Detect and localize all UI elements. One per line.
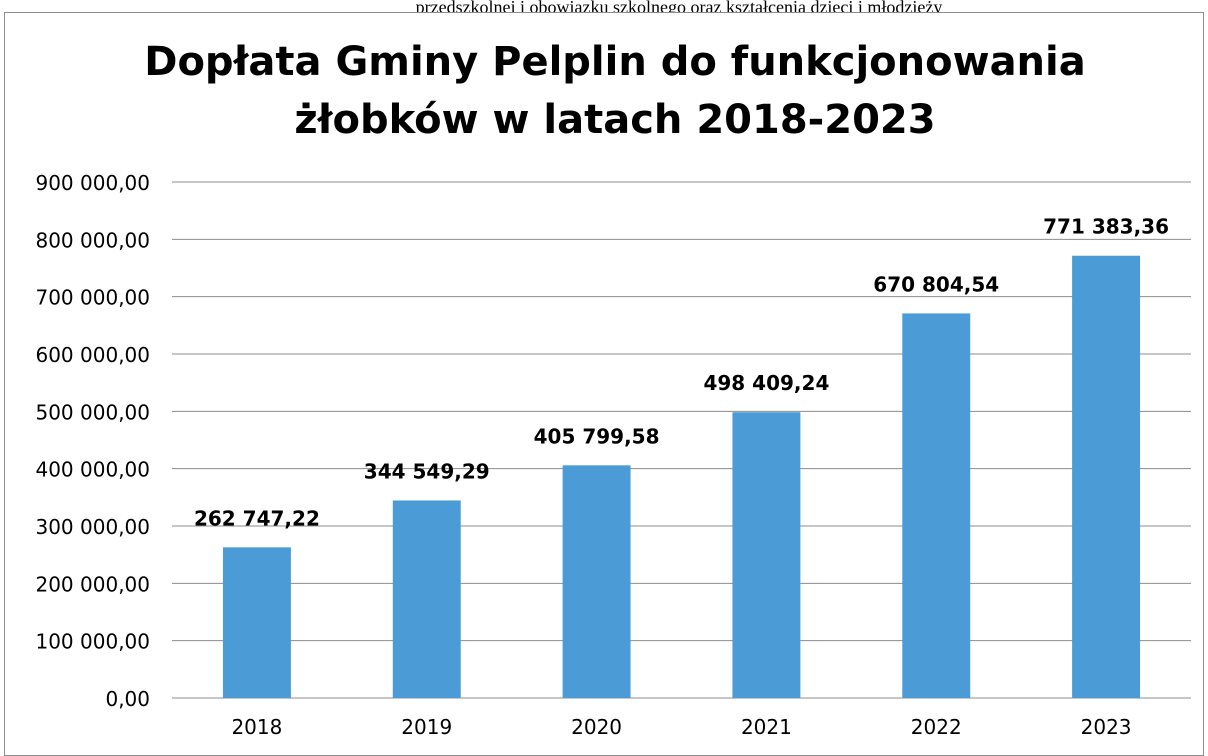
bar-2019 — [392, 500, 461, 698]
chart-container: Dopłata Gminy Pelplin do funkcjonowania ż… — [4, 12, 1204, 756]
data-label-2022: 670 804,54 — [873, 272, 999, 296]
x-tick-label: 2019 — [401, 715, 452, 739]
y-tick-label: 300 000,00 — [35, 515, 150, 539]
bar-2018 — [222, 547, 291, 698]
y-tick-label: 800 000,00 — [35, 228, 150, 252]
y-tick-label: 600 000,00 — [35, 343, 150, 367]
chart-title: Dopłata Gminy Pelplin do funkcjonowania ż… — [144, 39, 1085, 143]
data-label-2020: 405 799,58 — [534, 424, 660, 448]
x-tick-label: 2022 — [911, 715, 962, 739]
bar-2023 — [1072, 255, 1141, 698]
x-axis-ticks: 2018 2019 2020 2021 2022 2023 — [231, 715, 1131, 739]
data-label-2018: 262 747,22 — [194, 506, 320, 530]
y-tick-label: 200 000,00 — [35, 572, 150, 596]
gridlines — [172, 181, 1191, 699]
y-tick-label: 0,00 — [105, 687, 150, 711]
y-tick-label: 500 000,00 — [35, 400, 150, 424]
chart-title-line: żłobków w latach 2018-2023 — [294, 97, 935, 143]
data-label-2019: 344 549,29 — [364, 459, 490, 483]
bar-2020 — [562, 465, 631, 698]
y-tick-label: 900 000,00 — [35, 171, 150, 195]
bar-2021 — [732, 412, 801, 698]
x-tick-label: 2021 — [741, 715, 792, 739]
bar-2022 — [902, 313, 971, 698]
y-tick-label: 400 000,00 — [35, 458, 150, 482]
bars — [222, 255, 1141, 698]
y-tick-label: 700 000,00 — [35, 286, 150, 310]
y-tick-label: 100 000,00 — [35, 630, 150, 654]
cropped-document-text: przedszkolnej i obowiązku szkolnego oraz… — [415, 0, 943, 14]
y-axis-ticks: 0,00 100 000,00 200 000,00 300 000,00 400 00… — [35, 171, 150, 711]
data-labels: 262 747,22 344 549,29 405 799,58 498 409,24… — [194, 215, 1169, 531]
data-label-2021: 498 409,24 — [703, 371, 829, 395]
x-tick-label: 2018 — [231, 715, 282, 739]
x-tick-label: 2023 — [1081, 715, 1132, 739]
bar-chart: Dopłata Gminy Pelplin do funkcjonowania ż… — [35, 39, 1191, 739]
chart-title-line: Dopłata Gminy Pelplin do funkcjonowania — [144, 39, 1085, 85]
x-tick-label: 2020 — [571, 715, 622, 739]
data-label-2023: 771 383,36 — [1043, 215, 1169, 239]
